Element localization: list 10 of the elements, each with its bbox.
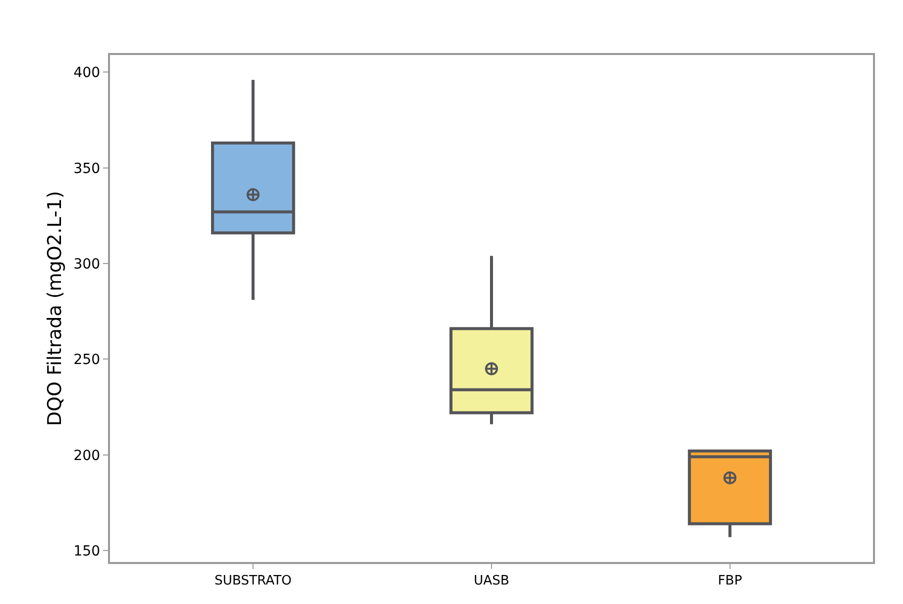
y-tick-label: 200 xyxy=(73,448,100,464)
y-tick-label: 150 xyxy=(73,543,100,560)
x-tick-label: UASB xyxy=(474,574,510,589)
y-tick-label: 350 xyxy=(73,160,100,177)
x-tick-label: FBP xyxy=(718,574,742,589)
y-tick-label: 400 xyxy=(73,65,100,82)
y-tick-label: 300 xyxy=(73,256,100,272)
y-axis-title: DQO Filtrada (mgO2.L-1) xyxy=(44,190,66,426)
y-tick-label: 250 xyxy=(73,352,100,368)
x-tick-label: SUBSTRATO xyxy=(214,574,292,589)
